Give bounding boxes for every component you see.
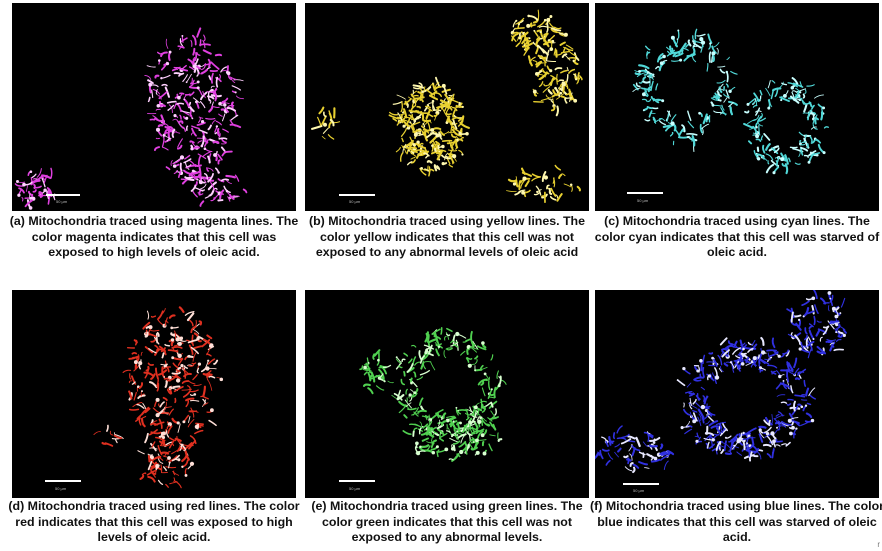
scale-bar-label: 50 µm [637,198,649,203]
mitochondria-network-image [311,9,583,204]
scale-bar [339,480,375,482]
mitochondria-traces [595,290,847,474]
mitochondria-network-image [595,290,847,474]
mitochondria-traces [311,9,583,204]
micrograph-red: 50 µm [12,290,296,498]
corner-mark: r [877,540,880,549]
mitochondria-network-image [14,27,248,210]
scale-bar [339,194,375,196]
mitochondria-traces [632,28,829,175]
mitochondria-network-image [93,306,224,489]
scale-bar [45,480,81,482]
caption-c: (c) Mitochondria traced using cyan lines… [594,214,880,259]
micrograph-cyan: 50 µm [595,3,879,211]
mitochondria-network-image [632,28,829,175]
scale-bar-label: 50 µm [349,199,361,204]
micrograph-green: 50 µm [305,290,589,498]
micrograph-magenta: 50 µm [12,3,296,211]
micrograph-yellow: 50 µm [305,3,589,211]
caption-a: (a) Mitochondria traced using magenta li… [9,214,299,259]
scale-bar-label: 50 µm [633,488,645,493]
mitochondria-traces [93,306,224,489]
scale-bar-label: 50 µm [56,199,68,204]
scale-bar [623,483,659,485]
caption-d: (d) Mitochondria traced using red lines.… [8,499,300,544]
mitochondria-traces [14,27,248,210]
micrograph-blue: 50 µm [595,290,879,498]
scale-bar [46,194,80,196]
caption-b: (b) Mitochondria traced using yellow lin… [308,214,586,259]
scale-bar-label: 50 µm [55,486,67,491]
mitochondria-network-image [359,327,507,462]
caption-e: (e) Mitochondria traced using green line… [311,499,583,544]
caption-f: (f) Mitochondria traced using blue lines… [590,499,882,544]
mitochondria-traces [359,327,507,462]
scale-bar-label: 50 µm [349,486,361,491]
scale-bar [627,192,663,194]
